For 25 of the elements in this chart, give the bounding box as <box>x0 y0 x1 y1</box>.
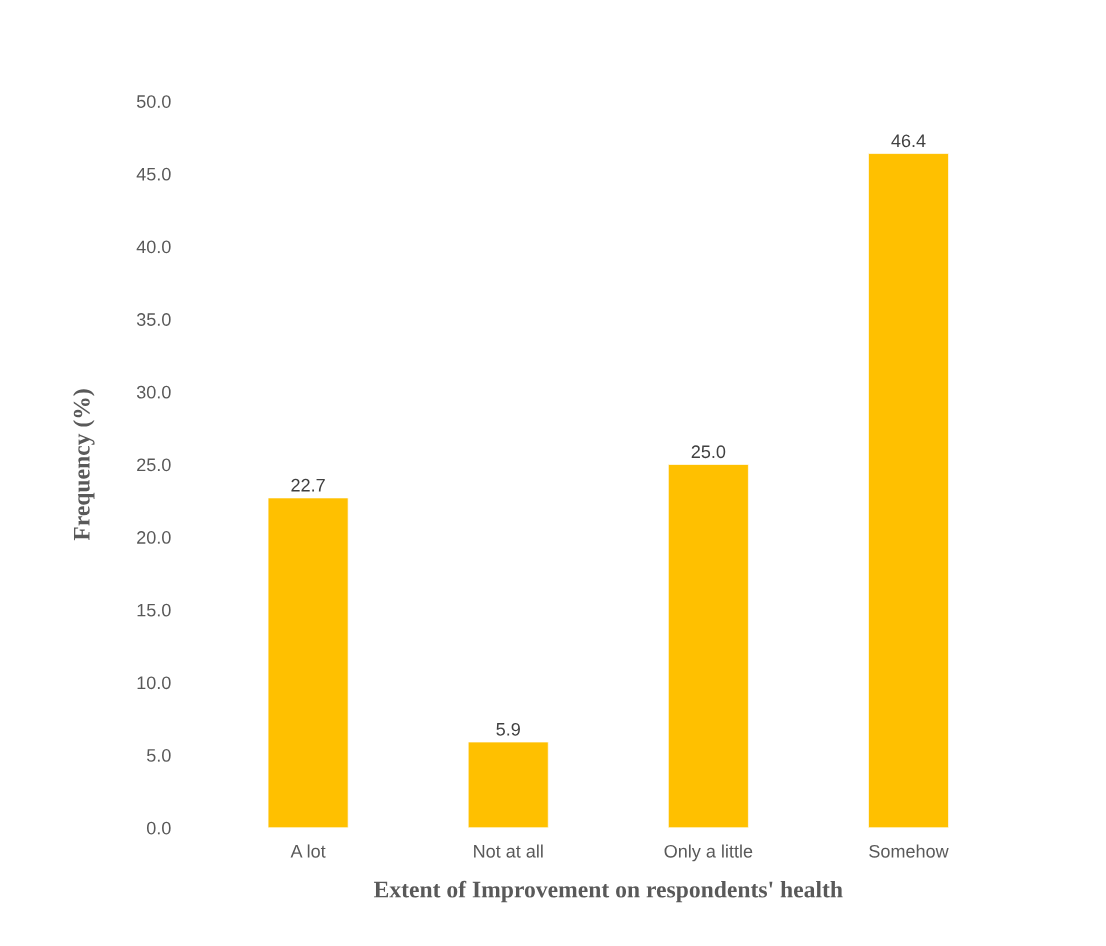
y-tick-label: 10.0 <box>137 676 171 690</box>
bar <box>868 153 949 828</box>
y-tick-label: 35.0 <box>136 313 171 326</box>
x-axis-title: Extent of Improvement on respondents' health <box>373 880 843 903</box>
data-label: 22.7 <box>291 478 325 492</box>
data-label: 46.4 <box>891 134 926 148</box>
data-label: 25.0 <box>691 445 726 459</box>
data-label: 5.9 <box>496 722 520 736</box>
bar <box>267 497 349 828</box>
bar <box>467 741 549 828</box>
y-axis-title: Frequency (%) <box>73 389 95 541</box>
y-tick-label: 30.0 <box>136 385 171 399</box>
x-tick-label: Somehow <box>869 844 949 858</box>
x-tick-label: Not at all <box>474 844 543 858</box>
y-tick-label: 20.0 <box>137 531 171 544</box>
y-tick-label: 5.0 <box>146 749 171 762</box>
y-tick-label: 25.0 <box>137 458 171 472</box>
y-tick-label: 0.0 <box>146 821 171 835</box>
y-tick-label: 15.0 <box>137 603 171 617</box>
y-tick-label: 40.0 <box>136 240 171 254</box>
y-tick-label: 45.0 <box>136 167 171 181</box>
x-tick-label: Only a little <box>664 844 753 862</box>
bar <box>667 464 749 828</box>
y-tick-label: 50.0 <box>136 95 171 108</box>
x-tick-label: A lot <box>290 844 326 858</box>
